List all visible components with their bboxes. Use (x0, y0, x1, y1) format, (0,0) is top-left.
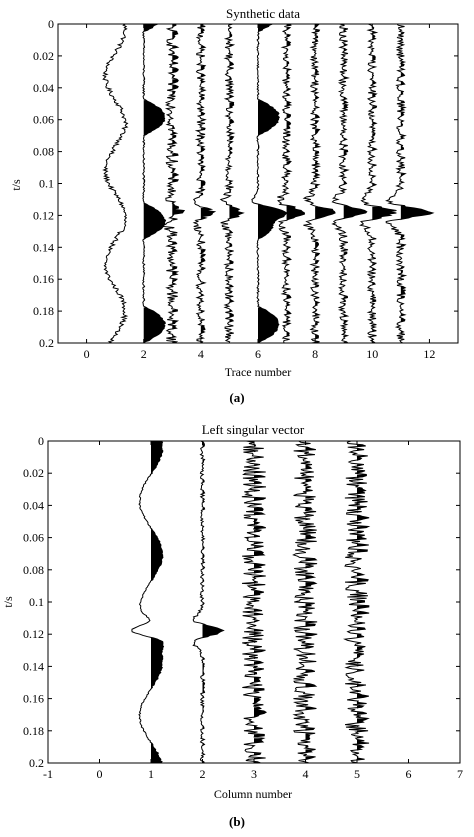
panel-b-y-ticks: 0 0.02 0.04 0.06 0.08 0.1 0.12 0.14 0.16 0.18 0.2 (23, 434, 460, 770)
trace-line (192, 440, 225, 764)
y-tick-label: 0.02 (33, 49, 54, 63)
panel-a-caption: (a) (229, 390, 244, 405)
panel-b-x-axis-label: Column number (214, 787, 292, 801)
panel-b-traces (131, 440, 371, 764)
trace-9 (331, 23, 368, 344)
trace-1 (102, 23, 129, 344)
y-tick-label: 0.08 (33, 145, 54, 159)
trace-fill (357, 444, 370, 763)
x-tick-label: 8 (312, 347, 318, 361)
panel-b-title: Left singular vector (202, 422, 305, 437)
trace-line (302, 23, 336, 344)
trace-fill (343, 25, 367, 343)
trace-line (358, 23, 397, 344)
trace-1 (131, 440, 165, 764)
trace-fill (229, 24, 244, 343)
y-tick-label: 0.1 (29, 595, 44, 609)
trace-11 (385, 23, 435, 344)
y-tick-label: 0.14 (23, 659, 44, 673)
trace-5 (219, 23, 245, 344)
panel-a-y-ticks: 0 0.02 0.04 0.06 0.08 0.1 0.12 0.14 0.16 0.18 0.2 (33, 17, 458, 350)
y-tick-label: 0.2 (39, 336, 54, 350)
trace-fill (258, 24, 287, 343)
trace-2 (192, 440, 225, 764)
trace-3 (241, 440, 268, 764)
x-tick-label: 2 (200, 767, 206, 781)
y-tick-label: 0.08 (23, 563, 44, 577)
trace-6 (251, 23, 288, 344)
trace-4 (292, 440, 318, 764)
panel-a-x-ticks: 0 2 4 6 8 10 12 (84, 24, 435, 361)
y-tick-label: 0.12 (23, 627, 44, 641)
x-tick-label: -1 (43, 767, 53, 781)
trace-3 (162, 23, 186, 344)
x-tick-label: 2 (141, 347, 147, 361)
y-tick-label: 0.1 (39, 177, 54, 191)
trace-4 (192, 23, 217, 344)
trace-line (251, 23, 288, 344)
x-tick-label: 0 (84, 347, 90, 361)
x-tick-label: 7 (457, 767, 463, 781)
trace-fill (202, 442, 224, 763)
y-tick-label: 0 (38, 434, 44, 448)
x-tick-label: 6 (406, 767, 412, 781)
x-tick-label: 5 (354, 767, 360, 781)
trace-line (142, 23, 167, 344)
trace-7 (277, 23, 305, 344)
trace-8 (302, 23, 336, 344)
trace-fill (372, 27, 397, 344)
y-tick-label: 0 (48, 17, 54, 31)
panel-a: Synthetic data 00.020.040.060.080.10.120… (9, 6, 459, 405)
trace-fill (151, 441, 164, 763)
trace-fill (143, 24, 166, 343)
panel-b: Left singular vector 0 0.02 0.04 0.06 0.08 0.… (1, 422, 463, 829)
y-tick-label: 0.14 (33, 240, 54, 254)
x-tick-label: 4 (198, 347, 204, 361)
trace-line (385, 23, 435, 344)
trace-fill (400, 26, 433, 343)
y-tick-label: 0.12 (33, 208, 54, 222)
y-tick-label: 0.16 (23, 692, 44, 706)
panel-a-x-axis-label: Trace number (225, 365, 292, 379)
y-tick-label: 0.06 (33, 113, 54, 127)
panel-a-title: Synthetic data (226, 6, 300, 21)
panel-a-traces (102, 23, 435, 344)
x-tick-label: 1 (148, 767, 154, 781)
trace-line (241, 440, 268, 764)
y-tick-label: 0.2 (29, 756, 44, 770)
trace-line (131, 440, 165, 764)
panel-b-caption: (b) (229, 814, 245, 829)
x-tick-label: 4 (303, 767, 309, 781)
x-tick-label: 10 (366, 347, 378, 361)
trace-line (162, 23, 186, 344)
trace-line (343, 440, 371, 764)
trace-line (331, 23, 368, 344)
y-tick-label: 0.16 (33, 272, 54, 286)
trace-line (192, 23, 217, 344)
trace-2 (142, 23, 167, 344)
trace-line (277, 23, 305, 344)
x-tick-label: 0 (97, 767, 103, 781)
y-tick-label: 0.06 (23, 531, 44, 545)
trace-5 (343, 440, 371, 764)
y-tick-label: 0.02 (23, 466, 44, 480)
trace-fill (286, 24, 305, 341)
y-tick-label: 0.04 (23, 498, 44, 512)
y-tick-label: 0.04 (33, 81, 54, 95)
x-tick-label: 3 (251, 767, 257, 781)
y-tick-label: 0.18 (23, 724, 44, 738)
panel-a-y-axis-label: t/s (9, 179, 23, 191)
trace-line (219, 23, 245, 344)
y-tick-label: 0.18 (33, 304, 54, 318)
x-tick-label: 12 (423, 347, 435, 361)
x-tick-label: 6 (255, 347, 261, 361)
panel-b-y-axis-label: t/s (1, 596, 15, 608)
trace-10 (358, 23, 397, 344)
trace-line (292, 440, 318, 764)
trace-line (102, 23, 129, 344)
